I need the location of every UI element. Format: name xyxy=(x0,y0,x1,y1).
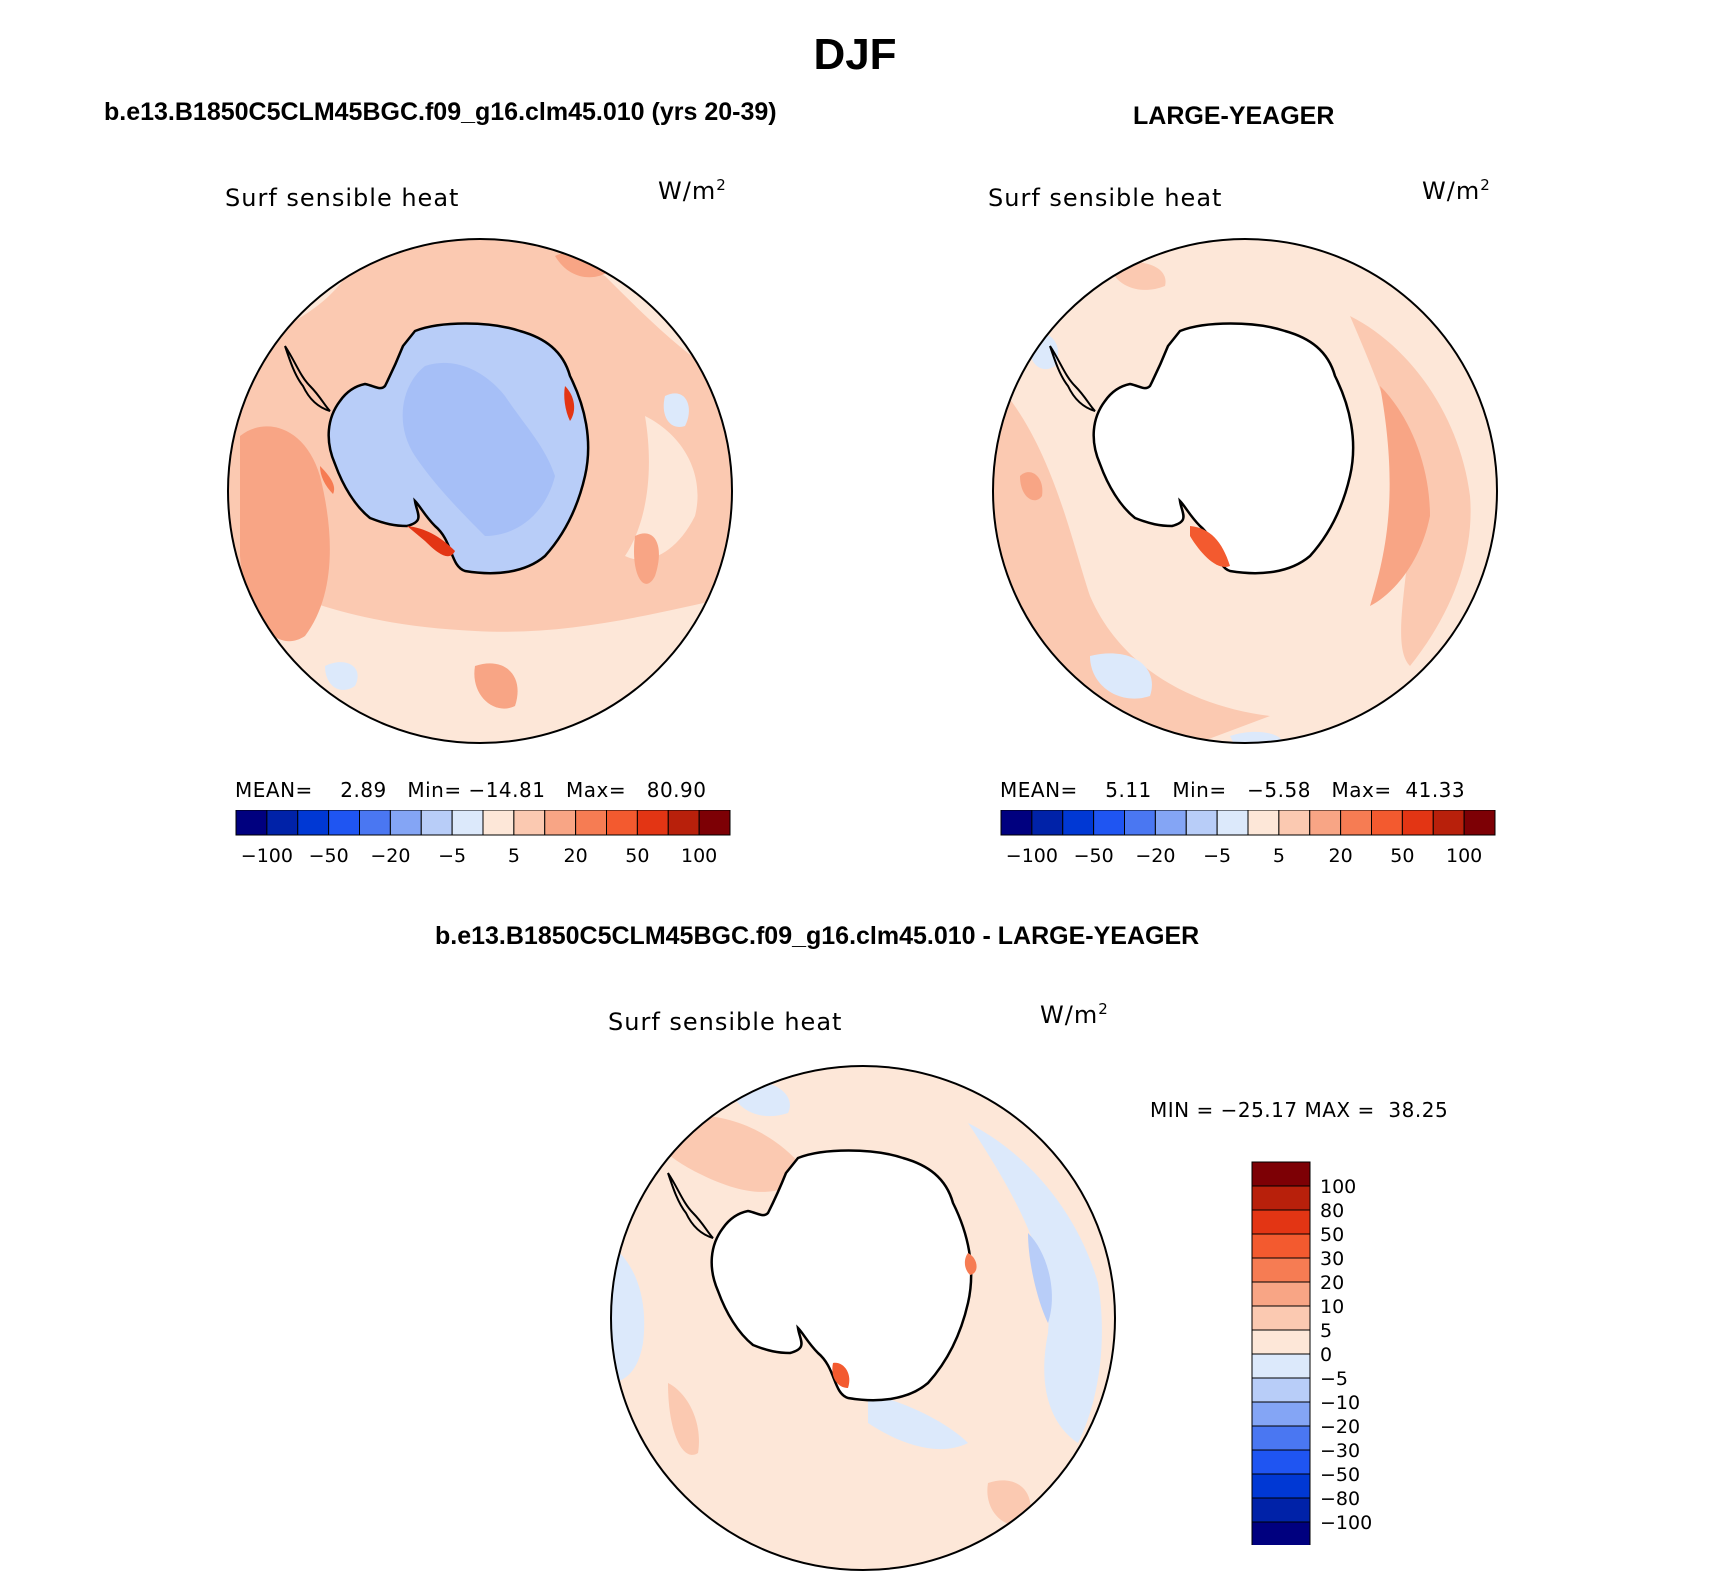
panel3-variable-label: Surf sensible heat xyxy=(608,1008,843,1036)
colorbar-swatch xyxy=(1154,810,1187,836)
panel3-map xyxy=(610,1065,1116,1571)
colorbar-swatch xyxy=(1251,1449,1311,1475)
colorbar-tick-label: 20 xyxy=(1329,845,1353,867)
colorbar-tick-label: 50 xyxy=(1390,845,1414,867)
panel3-title: b.e13.B1850C5CLM45BGC.f09_g16.clm45.010 … xyxy=(435,922,1200,950)
colorbar-tick-label: −5 xyxy=(438,845,466,867)
colorbar-swatch xyxy=(1247,810,1280,836)
panel1-title: b.e13.B1850C5CLM45BGC.f09_g16.clm45.010 … xyxy=(104,98,777,126)
colorbar-tick-label: −20 xyxy=(370,845,410,867)
colorbar-tick-label: 5 xyxy=(1273,845,1285,867)
panel1-stats: MEAN= 2.89 Min= −14.81 Max= 80.90 xyxy=(235,778,707,802)
colorbar-swatch xyxy=(451,810,484,836)
colorbar-tick-label: −100 xyxy=(1006,845,1058,867)
colorbar-swatch xyxy=(1251,1353,1311,1379)
colorbar-tick-label: −50 xyxy=(1074,845,1114,867)
colorbar-swatch xyxy=(1432,810,1465,836)
colorbar-swatch xyxy=(544,810,577,836)
colorbar-swatch xyxy=(667,810,700,836)
colorbar-swatch xyxy=(1251,1233,1311,1259)
colorbar-tick-label: −5 xyxy=(1320,1368,1348,1390)
colorbar-swatch xyxy=(482,810,515,836)
figure-title: DJF xyxy=(813,30,897,79)
panel2-title: LARGE-YEAGER xyxy=(1133,102,1335,130)
colorbar-swatch xyxy=(1278,810,1311,836)
colorbar-tick-label: 100 xyxy=(681,845,717,867)
panel2-map xyxy=(992,238,1498,744)
colorbar-swatch xyxy=(513,810,546,836)
colorbar-swatch xyxy=(1340,810,1372,836)
colorbar-tick-label: 10 xyxy=(1320,1296,1344,1318)
colorbar-tick-label: −80 xyxy=(1320,1488,1360,1510)
colorbar-swatch xyxy=(1093,810,1125,836)
colorbar-swatch xyxy=(1251,1161,1311,1187)
panel1-variable-label: Surf sensible heat xyxy=(225,184,460,212)
colorbar-swatch xyxy=(1401,810,1434,836)
colorbar-tick-label: 50 xyxy=(625,845,649,867)
colorbar-swatch xyxy=(1031,810,1064,836)
colorbar-swatch xyxy=(1309,810,1342,836)
colorbar-tick-label: −20 xyxy=(1320,1416,1360,1438)
panel2-colorbar: −100 −50 −20 −5 5 20 50 100 xyxy=(1000,810,1496,867)
colorbar-swatch xyxy=(359,810,391,836)
colorbar-swatch xyxy=(1251,1497,1311,1523)
colorbar-tick-label: 100 xyxy=(1320,1176,1356,1198)
colorbar-tick-label: −10 xyxy=(1320,1392,1360,1414)
colorbar-tick-label: 100 xyxy=(1446,845,1482,867)
colorbar-tick-label: 5 xyxy=(508,845,520,867)
colorbar-swatch xyxy=(1124,810,1156,836)
colorbar-swatch xyxy=(1251,1521,1311,1545)
colorbar-swatch xyxy=(575,810,607,836)
colorbar-swatch xyxy=(389,810,422,836)
colorbar-swatch xyxy=(1251,1185,1311,1211)
colorbar-swatch xyxy=(1251,1209,1311,1235)
colorbar-swatch xyxy=(1251,1425,1311,1451)
panel3-units: W/m2 xyxy=(1040,1000,1109,1029)
panel1-colorbar: −100 −50 −20 −5 5 20 50 100 xyxy=(235,810,731,867)
colorbar-swatch xyxy=(1251,1377,1311,1403)
colorbar-swatch xyxy=(297,810,330,836)
colorbar-swatch xyxy=(1216,810,1249,836)
colorbar-tick-label: 20 xyxy=(1320,1272,1344,1294)
colorbar-swatch xyxy=(1251,1473,1311,1499)
colorbar-swatch xyxy=(1463,810,1496,836)
colorbar-swatch xyxy=(420,810,453,836)
panel2-stats: MEAN= 5.11 Min= −5.58 Max= 41.33 xyxy=(1000,778,1466,802)
colorbar-tick-label: −30 xyxy=(1320,1440,1360,1462)
colorbar-swatch xyxy=(1371,810,1403,836)
colorbar-swatch xyxy=(1251,1281,1311,1307)
colorbar-tick-label: 5 xyxy=(1320,1320,1332,1342)
colorbar-swatch xyxy=(1251,1401,1311,1427)
colorbar-tick-label: −100 xyxy=(1320,1512,1372,1534)
colorbar-tick-label: 50 xyxy=(1320,1224,1344,1246)
colorbar-tick-label: −100 xyxy=(241,845,293,867)
colorbar-tick-label: −50 xyxy=(309,845,349,867)
colorbar-tick-label: 80 xyxy=(1320,1200,1344,1222)
colorbar-swatch xyxy=(636,810,669,836)
panel2-variable-label: Surf sensible heat xyxy=(988,184,1223,212)
panel1-map xyxy=(227,238,733,744)
colorbar-swatch xyxy=(1251,1329,1311,1355)
colorbar-swatch xyxy=(606,810,638,836)
panel2-units: W/m2 xyxy=(1422,176,1491,205)
colorbar-swatch xyxy=(235,810,268,836)
colorbar-swatch xyxy=(698,810,731,836)
colorbar-swatch xyxy=(266,810,299,836)
colorbar-tick-label: 0 xyxy=(1320,1344,1332,1366)
panel3-minmax: MIN = −25.17 MAX = 38.25 xyxy=(1150,1098,1449,1122)
colorbar-tick-label: 30 xyxy=(1320,1248,1344,1270)
colorbar-tick-label: −50 xyxy=(1320,1464,1360,1486)
colorbar-tick-label: −20 xyxy=(1135,845,1175,867)
colorbar-swatch xyxy=(1251,1257,1311,1283)
colorbar-swatch xyxy=(1185,810,1218,836)
colorbar-tick-label: −5 xyxy=(1203,845,1231,867)
panel1-units: W/m2 xyxy=(658,176,727,205)
colorbar-tick-label: 20 xyxy=(564,845,588,867)
colorbar-swatch xyxy=(1251,1305,1311,1331)
colorbar-swatch xyxy=(1000,810,1033,836)
colorbar-swatch xyxy=(1062,810,1095,836)
colorbar-swatch xyxy=(328,810,360,836)
